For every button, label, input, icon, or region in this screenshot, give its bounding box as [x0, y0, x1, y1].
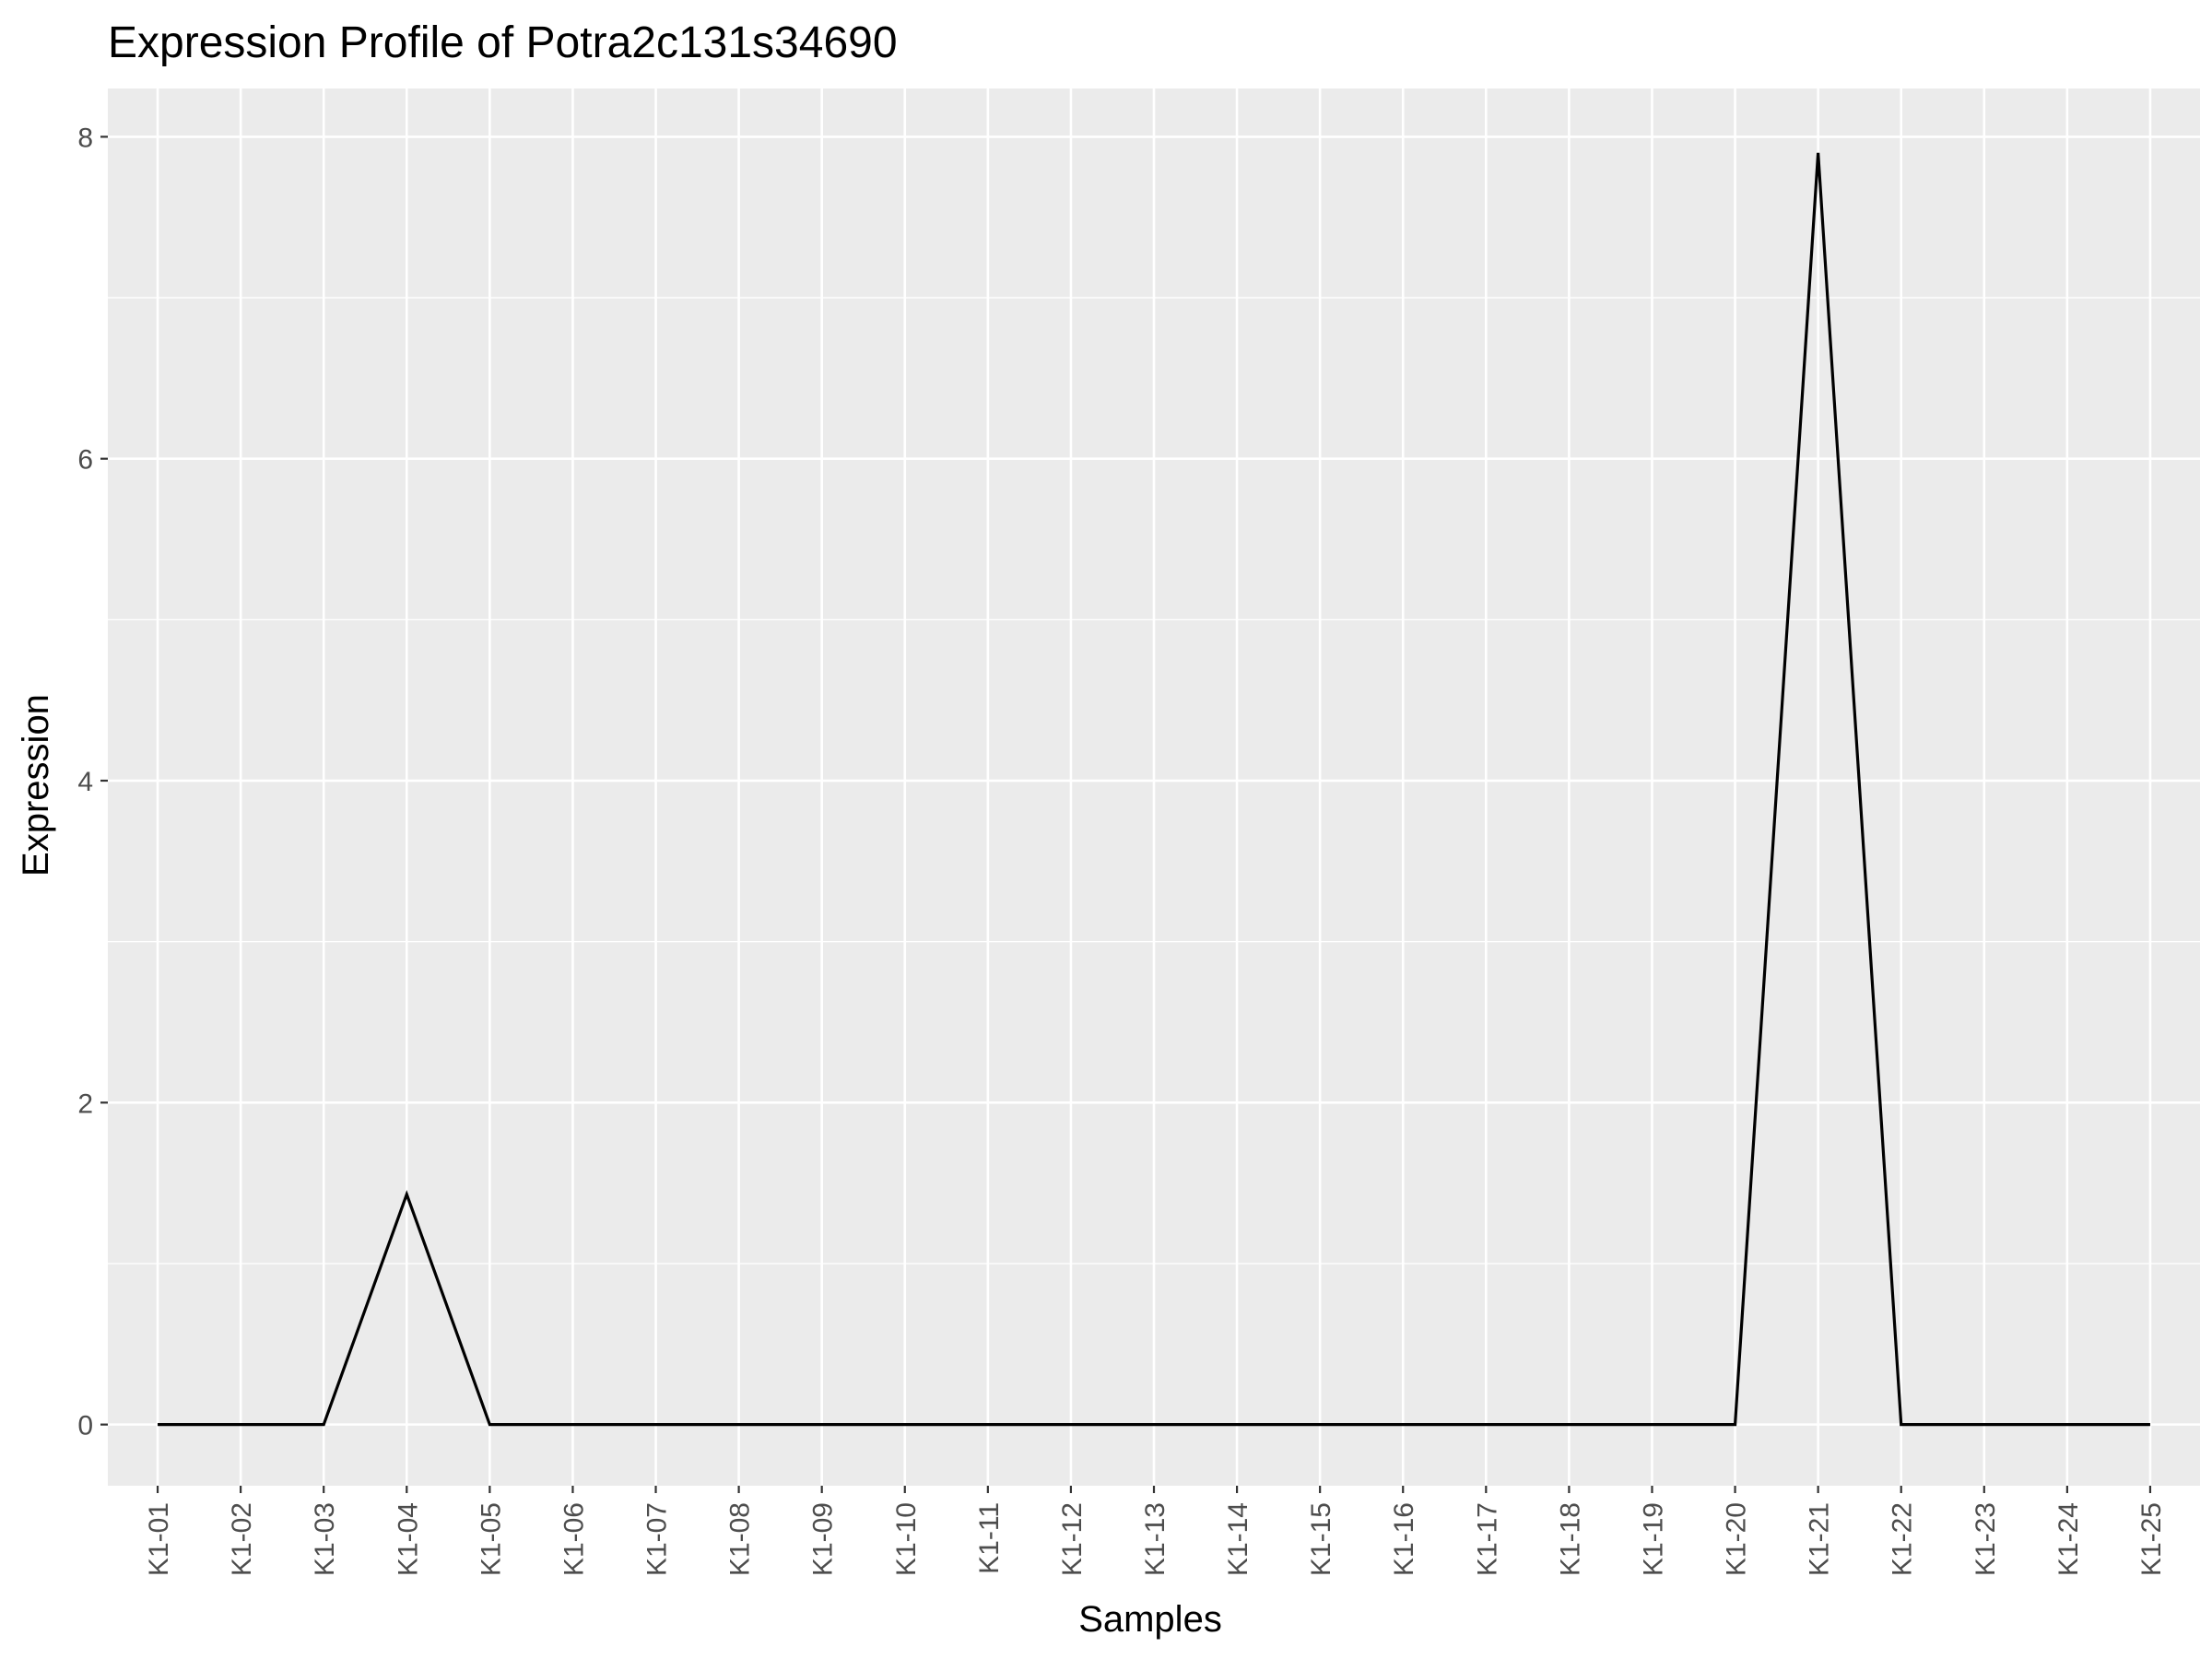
chart-title: Expression Profile of Potra2c131s34690 [108, 18, 898, 67]
series-layer [158, 152, 2150, 1427]
x-tick-label: K1-18 [1555, 1502, 1585, 1576]
x-tick-label: K1-09 [808, 1502, 839, 1576]
y-tick-label: 0 [77, 1411, 93, 1441]
series-line [158, 152, 2150, 1427]
x-axis: K1-01 K1-02 K1-03 K1-04 K1-05 K1-06 K1-07 K1-08… [144, 1486, 2167, 1576]
x-tick-label: K1-08 [725, 1502, 756, 1576]
x-tick-label: K1-03 [310, 1502, 340, 1576]
major-gridlines [108, 88, 2200, 1486]
x-tick-label: K1-13 [1140, 1502, 1171, 1576]
x-tick-label: K1-22 [1888, 1502, 1918, 1576]
y-tick-label: 6 [77, 445, 93, 476]
x-tick-label: K1-02 [227, 1502, 257, 1576]
x-tick-label: K1-14 [1223, 1502, 1253, 1576]
y-axis-title: Expression [16, 694, 56, 877]
x-tick-label: K1-25 [2136, 1502, 2167, 1576]
x-tick-label: K1-15 [1306, 1502, 1336, 1576]
x-tick-label: K1-16 [1389, 1502, 1419, 1576]
x-tick-label: K1-17 [1472, 1502, 1502, 1576]
x-tick-label: K1-06 [559, 1502, 589, 1576]
y-axis: 0 2 4 6 8 [77, 123, 108, 1441]
x-tick-label: K1-10 [891, 1502, 922, 1576]
x-tick-label: K1-04 [393, 1502, 423, 1576]
x-tick-label: K1-12 [1057, 1502, 1088, 1576]
x-tick-label: K1-24 [2053, 1502, 2084, 1576]
x-tick-label: K1-19 [1638, 1502, 1668, 1576]
y-tick-label: 4 [77, 767, 93, 797]
x-axis-title: Samples [1078, 1599, 1222, 1640]
x-tick-label: K1-01 [144, 1502, 174, 1576]
x-tick-label: K1-05 [476, 1502, 506, 1576]
x-tick-label: K1-07 [642, 1502, 673, 1576]
x-tick-label: K1-20 [1722, 1502, 1752, 1576]
y-tick-label: 2 [77, 1088, 93, 1119]
x-tick-label: K1-11 [974, 1502, 1005, 1574]
x-tick-label: K1-21 [1805, 1502, 1835, 1576]
x-tick-label: K1-23 [1971, 1502, 2001, 1576]
y-tick-label: 8 [77, 123, 93, 153]
